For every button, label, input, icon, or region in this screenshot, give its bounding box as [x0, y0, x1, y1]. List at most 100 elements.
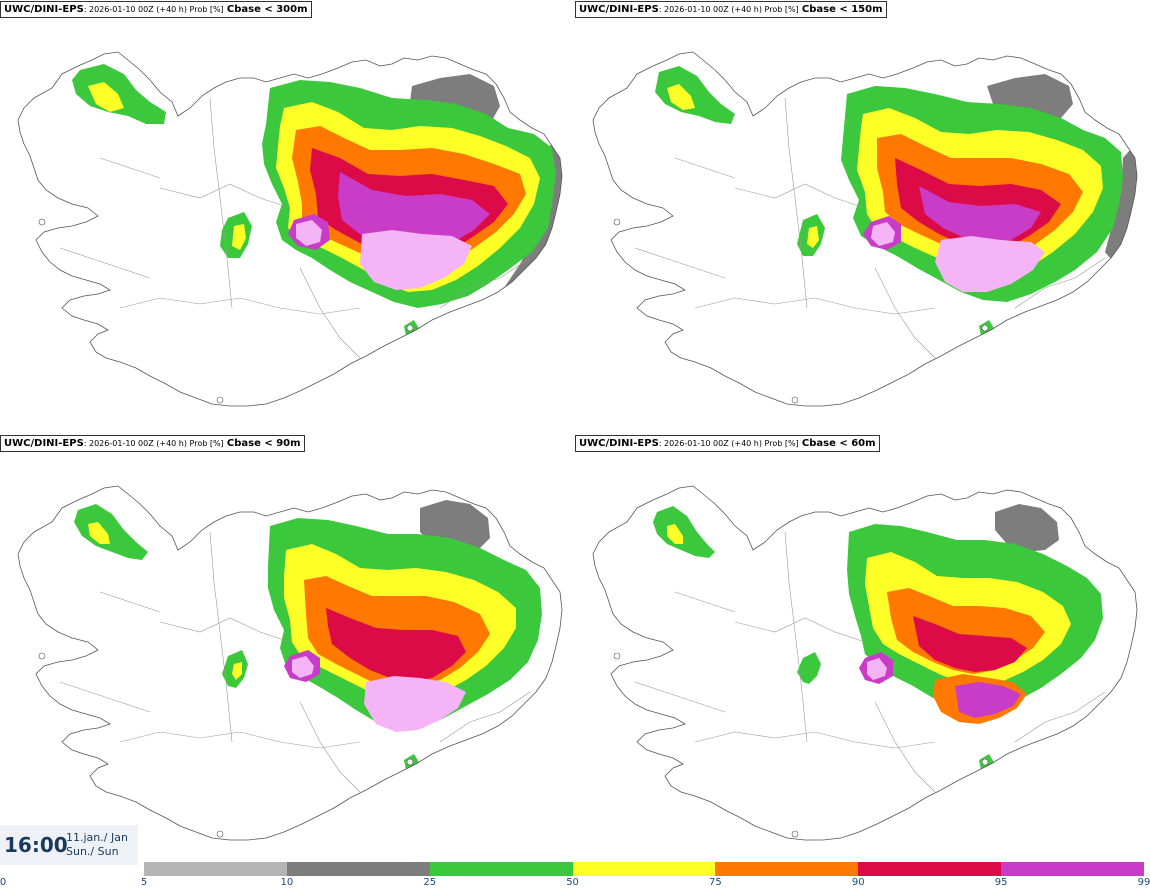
road-line: [59, 681, 151, 713]
island: [613, 218, 621, 226]
legend-swatch: [858, 862, 1002, 876]
road-line: [674, 591, 736, 613]
road-line: [634, 681, 726, 713]
panel-title: UWC/DINI-EPS: 2026-01-10 00Z (+40 h) Pro…: [575, 1, 887, 18]
island: [406, 324, 414, 332]
map-panel-cbase-150: UWC/DINI-EPS: 2026-01-10 00Z (+40 h) Pro…: [575, 0, 1150, 428]
legend-tick-label: 5: [140, 877, 148, 888]
probability-region: [935, 236, 1045, 292]
island: [981, 758, 989, 766]
probability-region: [326, 608, 466, 682]
legend-tick-label: 90: [851, 877, 865, 888]
island: [216, 396, 224, 404]
probability-region: [232, 224, 246, 250]
probability-region: [72, 64, 166, 124]
road-line: [694, 731, 936, 749]
island: [613, 652, 621, 660]
map-panel-cbase-90: UWC/DINI-EPS: 2026-01-10 00Z (+40 h) Pro…: [0, 434, 575, 862]
probability-region: [88, 82, 124, 112]
legend-tick-label: 75: [709, 877, 722, 888]
probability-region: [667, 84, 695, 110]
panel-title: UWC/DINI-EPS: 2026-01-10 00Z (+40 h) Pro…: [0, 1, 312, 18]
valid-time-box: 16:00 11.jan./ Jan Sun./ Sun: [0, 825, 138, 865]
road-line: [159, 183, 291, 209]
coastline: [17, 51, 563, 407]
probability-region: [955, 682, 1021, 718]
road-line: [1014, 691, 1106, 743]
legend-swatch: [572, 862, 716, 876]
map-layer: [17, 51, 563, 407]
probability-region: [360, 230, 472, 290]
road-line: [634, 247, 726, 279]
probability-region: [667, 524, 683, 544]
probability-region: [807, 226, 819, 248]
island: [216, 830, 224, 838]
island: [406, 758, 414, 766]
valid-date: 11.jan./ Jan Sun./ Sun: [66, 831, 128, 858]
probability-region: [364, 676, 466, 732]
road-line: [734, 617, 866, 643]
road-line: [299, 267, 361, 359]
probability-region: [292, 656, 314, 678]
coastline: [592, 485, 1138, 841]
legend-swatch: [429, 862, 573, 876]
map-layer: [592, 485, 1138, 841]
island: [791, 396, 799, 404]
road-line: [784, 531, 808, 743]
iceland-map: [17, 51, 563, 407]
probability-region: [995, 504, 1059, 552]
color-legend: 0 5 10 25 50 75 90 95 99: [0, 862, 1150, 891]
probability-region: [797, 652, 821, 684]
map-panel-cbase-300: UWC/DINI-EPS: 2026-01-10 00Z (+40 h) Pro…: [0, 0, 575, 428]
coastline: [592, 51, 1138, 407]
legend-tick-label: 0: [0, 877, 7, 888]
map-layer: [592, 51, 1138, 407]
road-line: [299, 701, 361, 793]
legend-swatch: [286, 862, 430, 876]
legend-tick-label: 25: [423, 877, 437, 888]
road-line: [694, 297, 936, 315]
road-line: [159, 617, 291, 643]
road-line: [439, 257, 531, 309]
road-line: [674, 157, 736, 179]
panel-title: UWC/DINI-EPS: 2026-01-10 00Z (+40 h) Pro…: [0, 435, 305, 452]
coastline: [17, 485, 563, 841]
road-line: [439, 691, 531, 743]
probability-region: [655, 66, 735, 124]
probability-region: [871, 222, 895, 246]
road-line: [784, 97, 808, 309]
road-line: [209, 97, 233, 309]
map-panel-cbase-60: UWC/DINI-EPS: 2026-01-10 00Z (+40 h) Pro…: [575, 434, 1150, 862]
iceland-map: [592, 51, 1138, 407]
probability-region: [919, 186, 1041, 244]
probability-region: [232, 662, 242, 680]
legend-swatch: [715, 862, 859, 876]
probability-field: [72, 64, 562, 338]
iceland-map: [592, 485, 1138, 841]
island: [38, 218, 46, 226]
legend-tick-label: 95: [994, 877, 1008, 888]
legend-tick-label: 50: [566, 877, 579, 888]
probability-region: [74, 504, 148, 560]
probability-field: [653, 504, 1103, 772]
legend-swatch: [1001, 862, 1144, 876]
road-line: [59, 247, 151, 279]
road-line: [119, 731, 361, 749]
probability-field: [655, 66, 1137, 338]
probability-region: [913, 616, 1027, 672]
road-line: [734, 183, 866, 209]
valid-time: 16:00: [4, 833, 68, 857]
legend-swatch: [144, 862, 287, 876]
legend-tick-label: 10: [280, 877, 294, 888]
probability-region: [88, 522, 110, 544]
road-line: [1014, 257, 1106, 309]
road-line: [209, 531, 233, 743]
island: [38, 652, 46, 660]
legend-tick-label: 99: [1137, 877, 1150, 888]
probability-region: [1105, 144, 1137, 264]
probability-field: [74, 500, 542, 772]
road-line: [99, 591, 161, 613]
map-layer: [17, 485, 563, 841]
probability-region: [653, 506, 715, 558]
panel-title: UWC/DINI-EPS: 2026-01-10 00Z (+40 h) Pro…: [575, 435, 880, 452]
